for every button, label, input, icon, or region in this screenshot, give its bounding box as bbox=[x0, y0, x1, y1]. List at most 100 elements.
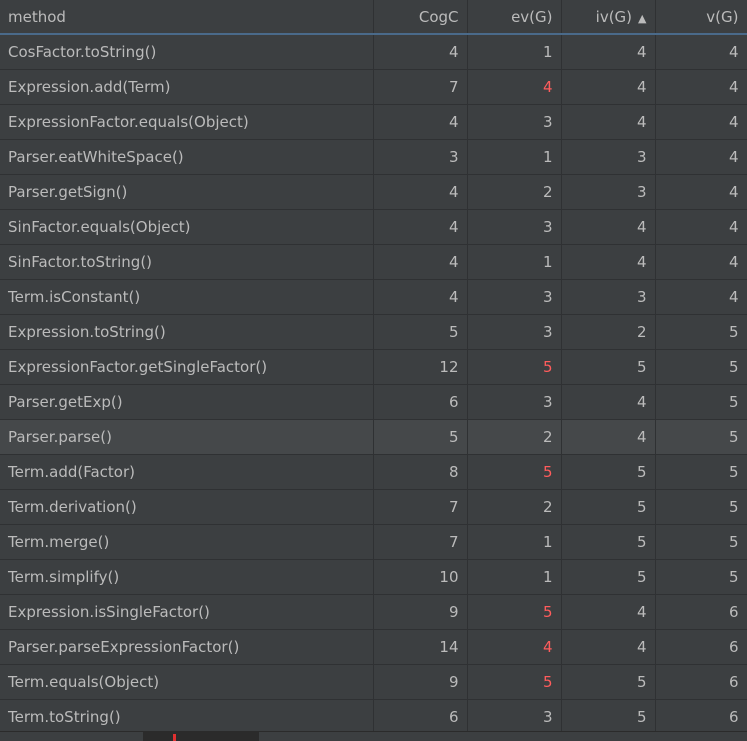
iv-cell: 3 bbox=[561, 139, 656, 175]
cogc-cell: 3 bbox=[373, 139, 468, 175]
iv-cell: 4 bbox=[561, 69, 656, 105]
method-cell: ExpressionFactor.equals(Object) bbox=[0, 104, 374, 140]
iv-cell: 4 bbox=[561, 209, 656, 245]
method-cell: Parser.getExp() bbox=[0, 384, 374, 420]
v-cell: 4 bbox=[655, 104, 747, 140]
ev-cell: 3 bbox=[467, 699, 562, 735]
v-cell: 5 bbox=[655, 349, 747, 385]
cogc-cell: 5 bbox=[373, 419, 468, 455]
method-cell: Term.isConstant() bbox=[0, 279, 374, 315]
method-cell: Parser.parseExpressionFactor() bbox=[0, 629, 374, 665]
column-header-ev[interactable]: ev(G) bbox=[467, 0, 562, 35]
method-cell: Parser.getSign() bbox=[0, 174, 374, 210]
table-row[interactable]: Expression.isSingleFactor() 9 5 4 6 bbox=[0, 594, 747, 630]
ev-cell: 5 bbox=[467, 664, 562, 700]
table-row[interactable]: Expression.add(Term) 7 4 4 4 bbox=[0, 69, 747, 105]
table-row[interactable]: Expression.toString() 5 3 2 5 bbox=[0, 314, 747, 350]
column-header-iv-label: iv(G) bbox=[595, 7, 633, 26]
table-row[interactable]: ExpressionFactor.equals(Object) 4 3 4 4 bbox=[0, 104, 747, 140]
ev-cell: 3 bbox=[467, 104, 562, 140]
iv-cell: 4 bbox=[561, 594, 656, 630]
bottom-toolbar bbox=[0, 731, 747, 741]
ev-cell: 5 bbox=[467, 454, 562, 490]
table-row[interactable]: Term.derivation() 7 2 5 5 bbox=[0, 489, 747, 525]
table-row[interactable]: SinFactor.toString() 4 1 4 4 bbox=[0, 244, 747, 280]
cogc-cell: 10 bbox=[373, 559, 468, 595]
tab-indicator-icon bbox=[173, 734, 176, 741]
ev-cell: 1 bbox=[467, 139, 562, 175]
v-cell: 5 bbox=[655, 559, 747, 595]
cogc-cell: 4 bbox=[373, 279, 468, 315]
table-row[interactable]: Term.simplify() 10 1 5 5 bbox=[0, 559, 747, 595]
table-row[interactable]: Parser.getExp() 6 3 4 5 bbox=[0, 384, 747, 420]
cogc-cell: 4 bbox=[373, 104, 468, 140]
method-cell: Term.derivation() bbox=[0, 489, 374, 525]
v-cell: 4 bbox=[655, 34, 747, 70]
cogc-cell: 5 bbox=[373, 314, 468, 350]
column-header-cogc[interactable]: CogC bbox=[373, 0, 468, 35]
table-row[interactable]: CosFactor.toString() 4 1 4 4 bbox=[0, 34, 747, 70]
v-cell: 4 bbox=[655, 139, 747, 175]
cogc-cell: 12 bbox=[373, 349, 468, 385]
table-row[interactable]: Term.isConstant() 4 3 3 4 bbox=[0, 279, 747, 315]
iv-cell: 5 bbox=[561, 524, 656, 560]
method-cell: Expression.toString() bbox=[0, 314, 374, 350]
ev-cell: 4 bbox=[467, 69, 562, 105]
table-header: method CogC ev(G) iv(G) ▲ v(G) bbox=[0, 0, 747, 35]
method-cell: Term.add(Factor) bbox=[0, 454, 374, 490]
v-cell: 5 bbox=[655, 454, 747, 490]
ev-cell: 5 bbox=[467, 594, 562, 630]
ev-cell: 4 bbox=[467, 629, 562, 665]
method-cell: SinFactor.toString() bbox=[0, 244, 374, 280]
table-row[interactable]: SinFactor.equals(Object) 4 3 4 4 bbox=[0, 209, 747, 245]
cogc-cell: 8 bbox=[373, 454, 468, 490]
ev-cell: 2 bbox=[467, 174, 562, 210]
ev-cell: 3 bbox=[467, 384, 562, 420]
cogc-cell: 9 bbox=[373, 594, 468, 630]
iv-cell: 5 bbox=[561, 454, 656, 490]
cogc-cell: 6 bbox=[373, 699, 468, 735]
method-cell: Expression.add(Term) bbox=[0, 69, 374, 105]
table-row[interactable]: Parser.parse() 5 2 4 5 bbox=[0, 419, 747, 455]
table-row[interactable]: Parser.getSign() 4 2 3 4 bbox=[0, 174, 747, 210]
table-row[interactable]: Term.add(Factor) 8 5 5 5 bbox=[0, 454, 747, 490]
table-row[interactable]: Term.merge() 7 1 5 5 bbox=[0, 524, 747, 560]
method-cell: Term.simplify() bbox=[0, 559, 374, 595]
v-cell: 5 bbox=[655, 489, 747, 525]
column-header-method[interactable]: method bbox=[0, 0, 374, 35]
ev-cell: 2 bbox=[467, 489, 562, 525]
cogc-cell: 4 bbox=[373, 244, 468, 280]
sort-ascending-icon: ▲ bbox=[638, 11, 647, 25]
method-cell: Term.merge() bbox=[0, 524, 374, 560]
v-cell: 6 bbox=[655, 594, 747, 630]
cogc-cell: 7 bbox=[373, 69, 468, 105]
column-header-iv[interactable]: iv(G) ▲ bbox=[561, 0, 656, 35]
ev-cell: 1 bbox=[467, 244, 562, 280]
ev-cell: 1 bbox=[467, 34, 562, 70]
cogc-cell: 7 bbox=[373, 524, 468, 560]
table-row[interactable]: ExpressionFactor.getSingleFactor() 12 5 5 5 bbox=[0, 349, 747, 385]
table-row[interactable]: Parser.eatWhiteSpace() 3 1 3 4 bbox=[0, 139, 747, 175]
method-cell: Expression.isSingleFactor() bbox=[0, 594, 374, 630]
method-cell: Term.toString() bbox=[0, 699, 374, 735]
iv-cell: 4 bbox=[561, 244, 656, 280]
ev-cell: 5 bbox=[467, 349, 562, 385]
cogc-cell: 14 bbox=[373, 629, 468, 665]
table-row[interactable]: Term.equals(Object) 9 5 5 6 bbox=[0, 664, 747, 700]
method-cell: Parser.parse() bbox=[0, 419, 374, 455]
method-cell: CosFactor.toString() bbox=[0, 34, 374, 70]
v-cell: 4 bbox=[655, 279, 747, 315]
iv-cell: 5 bbox=[561, 699, 656, 735]
iv-cell: 5 bbox=[561, 559, 656, 595]
column-header-v[interactable]: v(G) bbox=[655, 0, 747, 35]
cogc-cell: 4 bbox=[373, 174, 468, 210]
cogc-cell: 6 bbox=[373, 384, 468, 420]
cogc-cell: 4 bbox=[373, 34, 468, 70]
table-row[interactable]: Parser.parseExpressionFactor() 14 4 4 6 bbox=[0, 629, 747, 665]
iv-cell: 3 bbox=[561, 279, 656, 315]
v-cell: 4 bbox=[655, 209, 747, 245]
v-cell: 5 bbox=[655, 524, 747, 560]
active-tab[interactable] bbox=[143, 732, 259, 741]
table-row[interactable]: Term.toString() 6 3 5 6 bbox=[0, 699, 747, 735]
